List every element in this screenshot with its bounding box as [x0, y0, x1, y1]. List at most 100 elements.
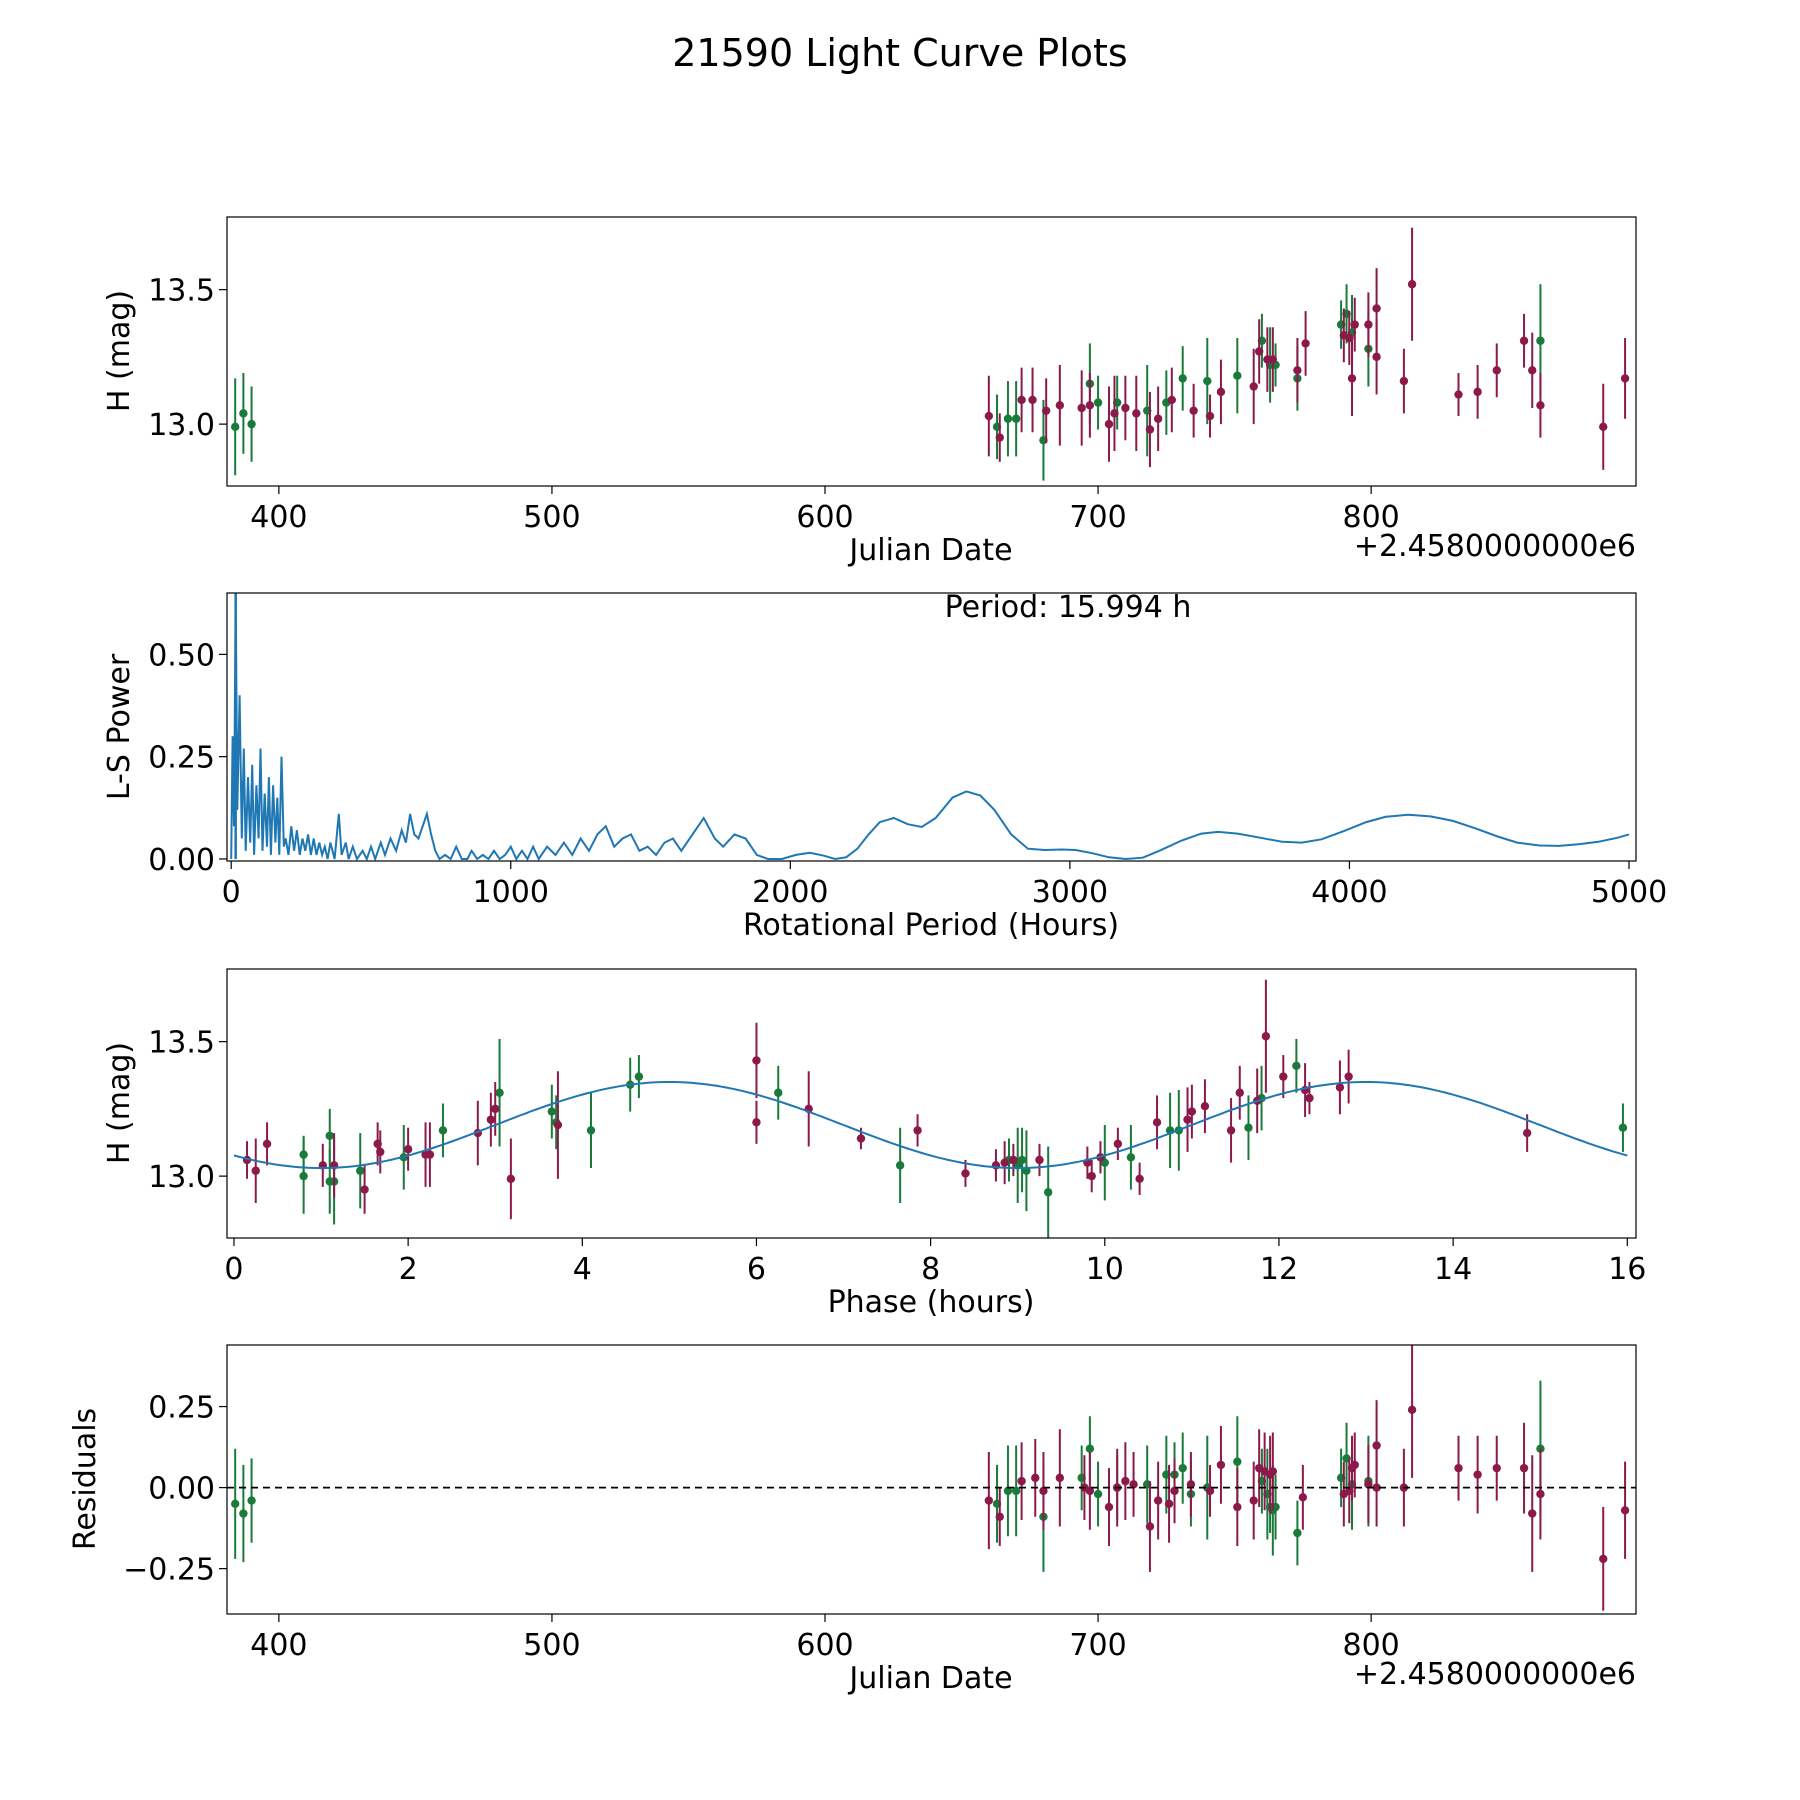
phased-xtick-label: 16	[1608, 1252, 1646, 1287]
residuals-xlabel: Julian Date	[847, 1661, 1012, 1696]
phased-point-green	[356, 1166, 365, 1175]
phased-point-green	[325, 1131, 334, 1140]
residuals-ylabel: Residuals	[68, 1408, 103, 1550]
lightcurve-point-purple	[984, 411, 994, 421]
lightcurve-point-purple	[1364, 320, 1373, 329]
residuals-point-purple	[1372, 1441, 1381, 1450]
residuals-point-purple	[1129, 1480, 1138, 1489]
residuals-point-green	[1093, 1489, 1103, 1499]
periodogram-ticks: 0 1000 2000 3000 4000 5000 0.00 0.25 0.50	[148, 638, 1667, 910]
residuals-point-purple	[1249, 1496, 1258, 1505]
residuals-xtick-label: 700	[1069, 1628, 1126, 1663]
lightcurve-point-purple	[1216, 387, 1226, 397]
residuals-offset-text: +2.4580000000e6	[1354, 1657, 1636, 1692]
residuals-point-purple	[1528, 1509, 1537, 1518]
phased-point-green	[1043, 1188, 1053, 1197]
phased-marks	[233, 979, 1628, 1238]
lightcurve-point-purple	[1085, 401, 1095, 410]
phased-point-purple	[1000, 1158, 1009, 1167]
lightcurve-point-purple	[1293, 366, 1302, 375]
residuals-ytick-label: 0.25	[148, 1391, 215, 1426]
residuals-point-purple	[1205, 1486, 1215, 1496]
phased-point-purple	[1135, 1174, 1144, 1184]
lightcurve-point-green	[1011, 414, 1021, 423]
residuals-point-purple	[1350, 1460, 1359, 1470]
residuals-point-purple	[1407, 1405, 1417, 1415]
lightcurve-point-purple	[1372, 304, 1381, 313]
lightcurve-point-purple	[1132, 409, 1141, 418]
periodogram-xtick-label: 2000	[752, 875, 828, 910]
phased-point-purple	[913, 1126, 922, 1135]
lightcurve-xlabel: Julian Date	[847, 533, 1012, 568]
lightcurve-point-purple	[1407, 280, 1417, 289]
residuals-point-green	[1085, 1444, 1095, 1453]
lightcurve-point-green	[1536, 336, 1545, 345]
residuals-point-purple	[1364, 1480, 1373, 1489]
lightcurve-xtick-label: 600	[796, 500, 853, 535]
phased-point-purple	[752, 1118, 761, 1127]
lightcurve-point-purple	[1473, 387, 1482, 397]
phased-point-purple	[376, 1147, 385, 1157]
lightcurve-point-purple	[1268, 355, 1278, 364]
lightcurve-point-purple	[1345, 333, 1354, 343]
lightcurve-point-purple	[1254, 347, 1264, 356]
phased-xtick-label: 8	[921, 1252, 940, 1287]
panel-lightcurve: 400 500 600 700 800 13.0 13.5 Julian Date H (m…	[102, 216, 1637, 568]
residuals-xtick-label: 400	[250, 1628, 307, 1663]
lightcurve-point-purple	[1205, 411, 1215, 421]
residuals-point-purple	[1170, 1486, 1179, 1496]
lightcurve-point-purple	[1301, 339, 1310, 348]
lightcurve-point-purple	[1028, 395, 1037, 405]
panel-phased: 0 2 4 6 8 10 12 14 16 13.0 13.5 Phase (hours) H (m…	[102, 968, 1646, 1320]
residuals-ytick-label: −0.25	[123, 1553, 215, 1588]
periodogram-ytick-label: 0.00	[148, 843, 215, 878]
lightcurve-point-green	[239, 409, 248, 418]
residuals-xtick-label: 600	[796, 1628, 853, 1663]
residuals-point-purple	[1186, 1480, 1196, 1489]
lightcurve-ytick-label: 13.5	[148, 274, 215, 309]
lightcurve-point-purple	[1372, 352, 1381, 362]
periodogram-xtick-label: 1000	[473, 875, 549, 910]
phased-point-purple	[425, 1150, 435, 1159]
residuals-point-green	[1233, 1457, 1242, 1466]
phased-xtick-label: 10	[1086, 1252, 1124, 1287]
periodogram-annotation: Period: 15.994 h	[945, 590, 1192, 625]
phased-xtick-label: 2	[399, 1252, 418, 1287]
phased-point-purple	[553, 1120, 563, 1130]
residuals-point-purple	[1492, 1463, 1501, 1473]
phased-point-green	[1017, 1155, 1027, 1165]
phased-point-purple	[1152, 1118, 1162, 1127]
lightcurve-point-green	[1203, 376, 1212, 386]
phased-point-purple	[1113, 1139, 1123, 1149]
lightcurve-point-purple	[1350, 320, 1359, 329]
panel-residuals: 400 500 600 700 800 −0.25 0.00 0.25 Julian Date…	[68, 1344, 1637, 1696]
periodogram-marks	[230, 593, 1630, 861]
phased-point-green	[774, 1088, 783, 1097]
residuals-point-green	[1003, 1486, 1013, 1496]
lightcurve-ticks: 400 500 600 700 800 13.0 13.5	[148, 274, 1400, 535]
residuals-point-purple	[1121, 1476, 1130, 1486]
residuals-point-purple	[1164, 1499, 1174, 1509]
residuals-point-purple	[1519, 1463, 1529, 1473]
lightcurve-point-purple	[1519, 336, 1529, 345]
residuals-point-purple	[984, 1496, 994, 1505]
phased-point-purple	[1226, 1126, 1236, 1135]
lightcurve-point-purple	[1153, 414, 1163, 423]
lightcurve-point-purple	[1110, 409, 1119, 418]
phased-point-purple	[1187, 1107, 1197, 1116]
phased-point-green	[1618, 1123, 1628, 1132]
residuals-ytick-label: 0.00	[148, 1472, 215, 1507]
phased-point-purple	[360, 1185, 369, 1194]
residuals-ticks: 400 500 600 700 800 −0.25 0.00 0.25	[123, 1391, 1400, 1663]
phased-point-purple	[403, 1145, 413, 1154]
periodogram-xtick-label: 0	[222, 875, 241, 910]
phased-point-green	[634, 1072, 644, 1081]
phased-point-purple	[251, 1166, 260, 1175]
periodogram-power-line	[230, 593, 1630, 861]
residuals-point-purple	[1620, 1506, 1630, 1515]
figure-title: 21590 Light Curve Plots	[672, 31, 1127, 75]
residuals-point-purple	[1298, 1493, 1308, 1502]
phased-point-purple	[752, 1056, 761, 1065]
phased-point-purple	[1200, 1101, 1210, 1111]
